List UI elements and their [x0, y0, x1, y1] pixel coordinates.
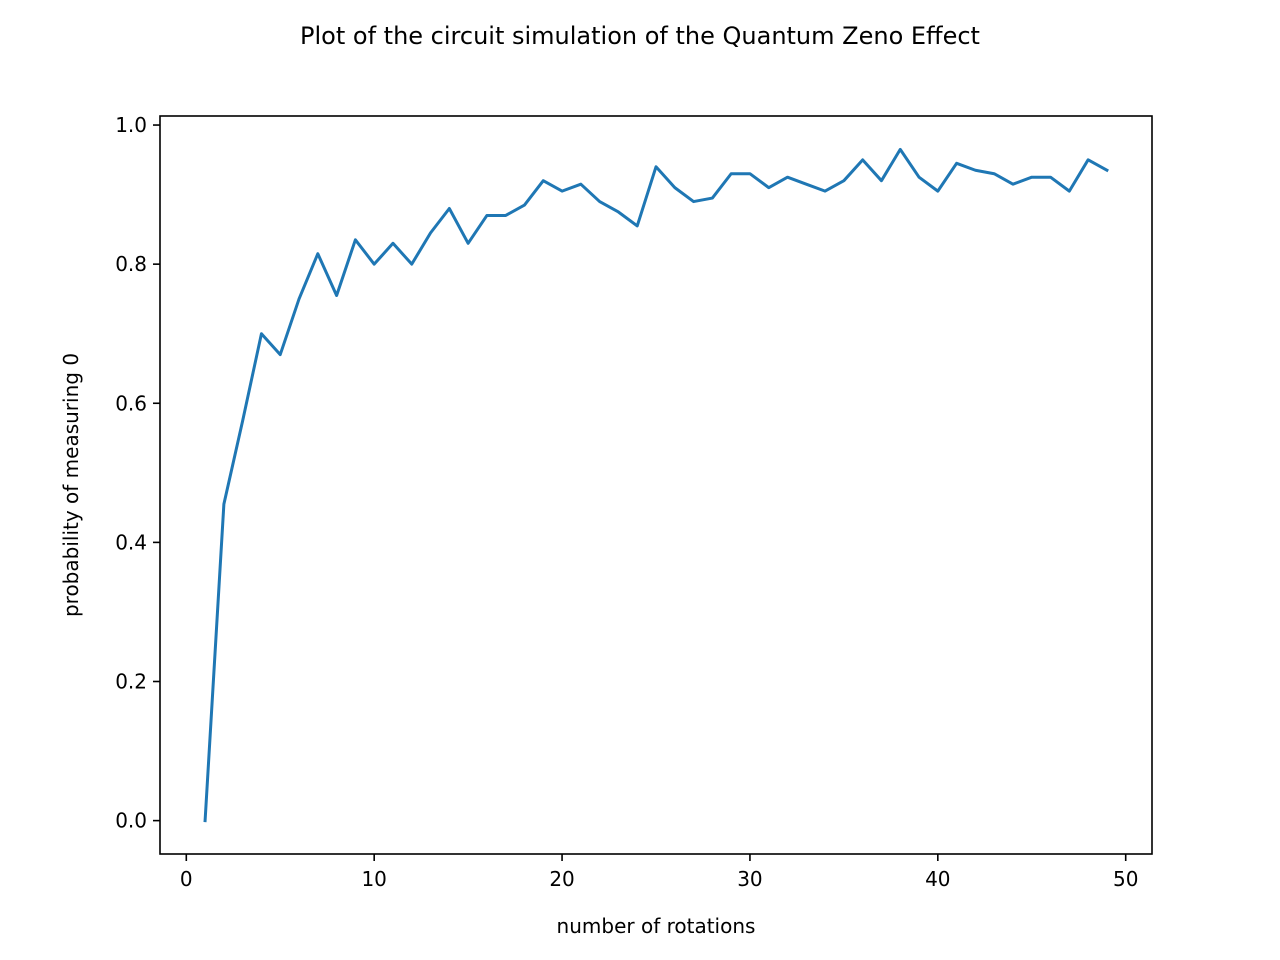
x-tick-label: 10 — [361, 867, 386, 891]
axes-frame — [159, 115, 1153, 855]
x-axis-label: number of rotations — [557, 914, 756, 938]
y-tick-label: 0.2 — [115, 669, 147, 693]
series-line — [203, 147, 1109, 823]
y-tick-label: 0.4 — [115, 530, 147, 554]
y-tick-label: 0.6 — [115, 391, 147, 415]
plot-area — [203, 147, 1109, 823]
x-tick-label: 50 — [1113, 867, 1138, 891]
x-tick-label: 0 — [180, 867, 193, 891]
y-tick-label: 0.8 — [115, 252, 147, 276]
y-axis-ticks: 0.0 0.2 0.4 0.6 0.8 1.0 — [115, 113, 160, 833]
y-tick-label: 0.0 — [115, 809, 147, 833]
y-axis-label: probability of measuring 0 — [59, 353, 83, 617]
x-tick-label: 20 — [549, 867, 574, 891]
x-tick-label: 40 — [925, 867, 950, 891]
x-axis-ticks: 0 10 20 30 40 50 — [180, 854, 1138, 891]
y-tick-label: 1.0 — [115, 113, 147, 137]
chart-title: Plot of the circuit simulation of the Qu… — [300, 22, 980, 50]
x-tick-label: 30 — [737, 867, 762, 891]
